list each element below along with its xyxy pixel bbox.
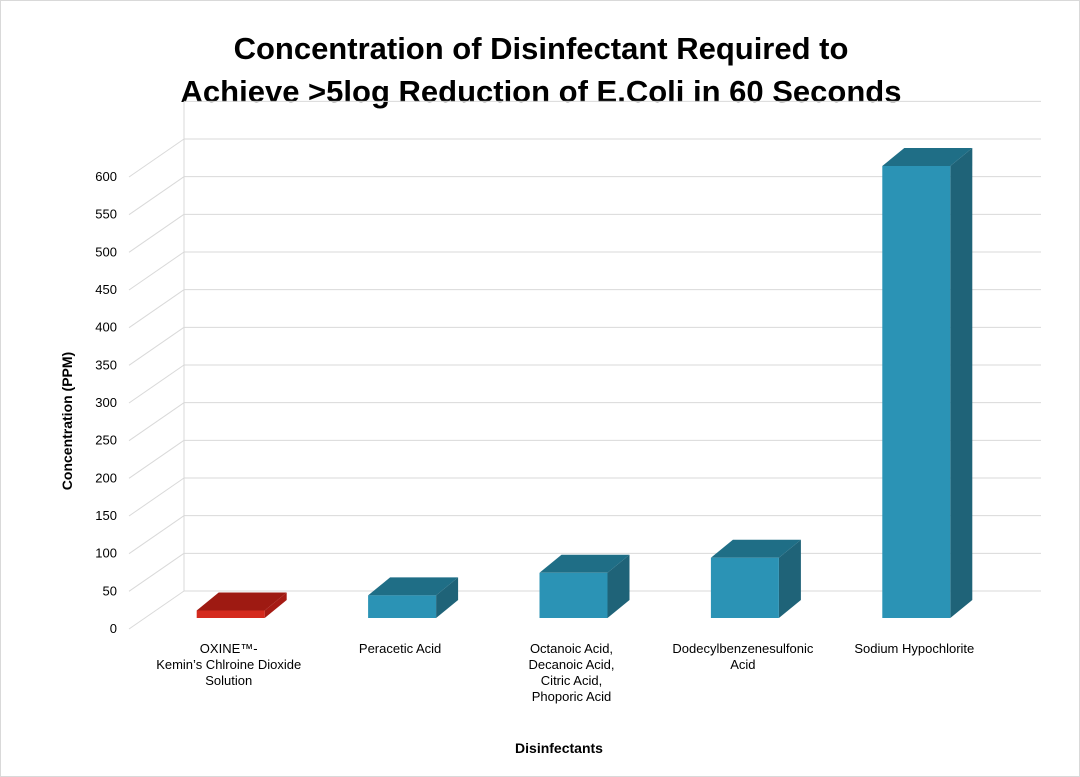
gridline-diagonal bbox=[128, 326, 185, 366]
y-tick-label: 150 bbox=[95, 508, 117, 523]
x-category-label-line: Sodium Hypochlorite bbox=[854, 641, 974, 656]
x-category-label-line: Octanoic Acid, bbox=[530, 641, 613, 656]
bars bbox=[196, 148, 973, 618]
x-category-label-line: Citric Acid, bbox=[541, 673, 602, 688]
bar-front bbox=[368, 595, 437, 618]
bar-front bbox=[196, 610, 265, 618]
x-category-label-line: Peracetic Acid bbox=[359, 641, 441, 656]
y-tick-label: 500 bbox=[95, 244, 117, 259]
bar-front bbox=[539, 572, 608, 618]
y-tick-label: 0 bbox=[110, 621, 117, 636]
bar-side bbox=[264, 592, 287, 618]
y-tick-label: 600 bbox=[95, 169, 117, 184]
gridline-diagonal bbox=[128, 590, 185, 630]
bar-side bbox=[436, 577, 459, 618]
gridline-diagonal bbox=[128, 364, 185, 404]
x-category-label: Peracetic Acid bbox=[359, 641, 441, 656]
x-category-label-line: Phoporic Acid bbox=[532, 689, 612, 704]
gridline-diagonal bbox=[128, 138, 185, 178]
x-category-label-line: Kemin’s Chlroine Dioxide bbox=[156, 657, 301, 672]
chart-title-line-1: Concentration of Disinfectant Required t… bbox=[234, 31, 849, 66]
gridline-diagonal bbox=[128, 439, 185, 479]
bar-front bbox=[710, 557, 779, 618]
y-tick-label: 450 bbox=[95, 282, 117, 297]
x-category-label-line: Solution bbox=[205, 673, 252, 688]
chart-title-line-2: Achieve >5log Reduction of E.Coli in 60 … bbox=[181, 74, 902, 109]
bar-top bbox=[539, 554, 630, 573]
bar-side bbox=[607, 554, 630, 618]
x-category-label-line: Acid bbox=[730, 657, 755, 672]
x-category-label-line: Dodecylbenzenesulfonic bbox=[672, 641, 813, 656]
y-tick-label: 250 bbox=[95, 433, 117, 448]
x-axis-title: Disinfectants bbox=[515, 740, 603, 756]
y-axis-ticks: 0 50 100 150 200 250 300 350 400 450 500 550 600 bbox=[95, 169, 117, 636]
bar bbox=[710, 539, 801, 618]
bar bbox=[882, 148, 973, 618]
y-tick-label: 300 bbox=[95, 395, 117, 410]
x-category-label-line: OXINE™- bbox=[200, 641, 258, 656]
x-category-label-line: Decanoic Acid, bbox=[529, 657, 615, 672]
gridline-diagonal bbox=[128, 289, 185, 329]
gridline-diagonal bbox=[128, 515, 185, 555]
gridline-diagonal bbox=[128, 552, 185, 592]
gridline-diagonal bbox=[128, 402, 185, 442]
gridline-diagonal bbox=[128, 477, 185, 517]
bar-front bbox=[882, 166, 951, 618]
y-tick-label: 350 bbox=[95, 357, 117, 372]
bar bbox=[368, 577, 459, 618]
bar-top bbox=[710, 539, 801, 558]
bar-top bbox=[882, 148, 973, 166]
y-tick-label: 400 bbox=[95, 320, 117, 335]
gridline-diagonal bbox=[128, 251, 185, 291]
bar-side bbox=[950, 148, 973, 618]
x-category-label: Octanoic Acid,Decanoic Acid,Citric Acid,… bbox=[529, 641, 615, 704]
x-category-label: Sodium Hypochlorite bbox=[854, 641, 974, 656]
gridline-diagonal bbox=[128, 213, 185, 253]
bar-side bbox=[778, 539, 801, 618]
y-tick-label: 200 bbox=[95, 470, 117, 485]
y-axis-title: Concentration (PPM) bbox=[59, 352, 75, 490]
gridline-diagonal bbox=[128, 176, 185, 216]
y-tick-label: 50 bbox=[103, 583, 117, 598]
bar-top bbox=[196, 592, 287, 611]
y-tick-label: 100 bbox=[95, 546, 117, 561]
bar bbox=[196, 592, 287, 618]
bar-top bbox=[368, 577, 459, 596]
bar bbox=[539, 554, 630, 618]
y-tick-label: 550 bbox=[95, 207, 117, 222]
